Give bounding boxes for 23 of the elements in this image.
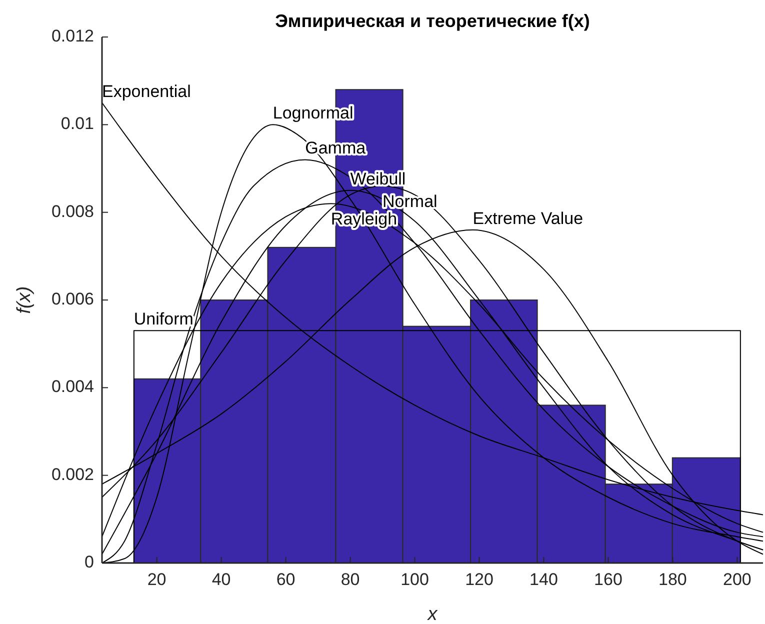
x-tick-label: 160 [594,570,622,589]
y-tick-label: 0.002 [51,464,94,484]
x-tick-label: 40 [212,570,231,589]
x-tick-label: 200 [723,570,752,589]
y-tick-label: 0.006 [51,289,94,308]
x-tick-label: 120 [465,570,494,589]
y-tick-label: 0.012 [51,26,94,46]
series-label: Uniform [134,310,194,329]
series-label: Exponential [102,82,191,101]
y-tick-label: 0.008 [51,202,94,221]
y-tick-label: 0.01 [60,114,94,134]
x-axis-title: x [426,604,439,624]
x-tick-label: 20 [147,570,166,589]
series-label: Extreme Value [472,208,584,228]
y-tick-label: 0.004 [51,377,94,396]
x-tick-label: 180 [658,570,687,589]
x-tick-label: 80 [340,570,360,589]
x-tick-label: 100 [400,570,429,589]
x-tick-label: 60 [276,570,296,589]
y-axis-title: f(x) [14,286,35,314]
chart-title: Эмпирическая и теоретические f(x) [275,11,590,31]
y-tick-label: 0 [84,552,94,572]
x-tick-label: 140 [530,570,558,589]
